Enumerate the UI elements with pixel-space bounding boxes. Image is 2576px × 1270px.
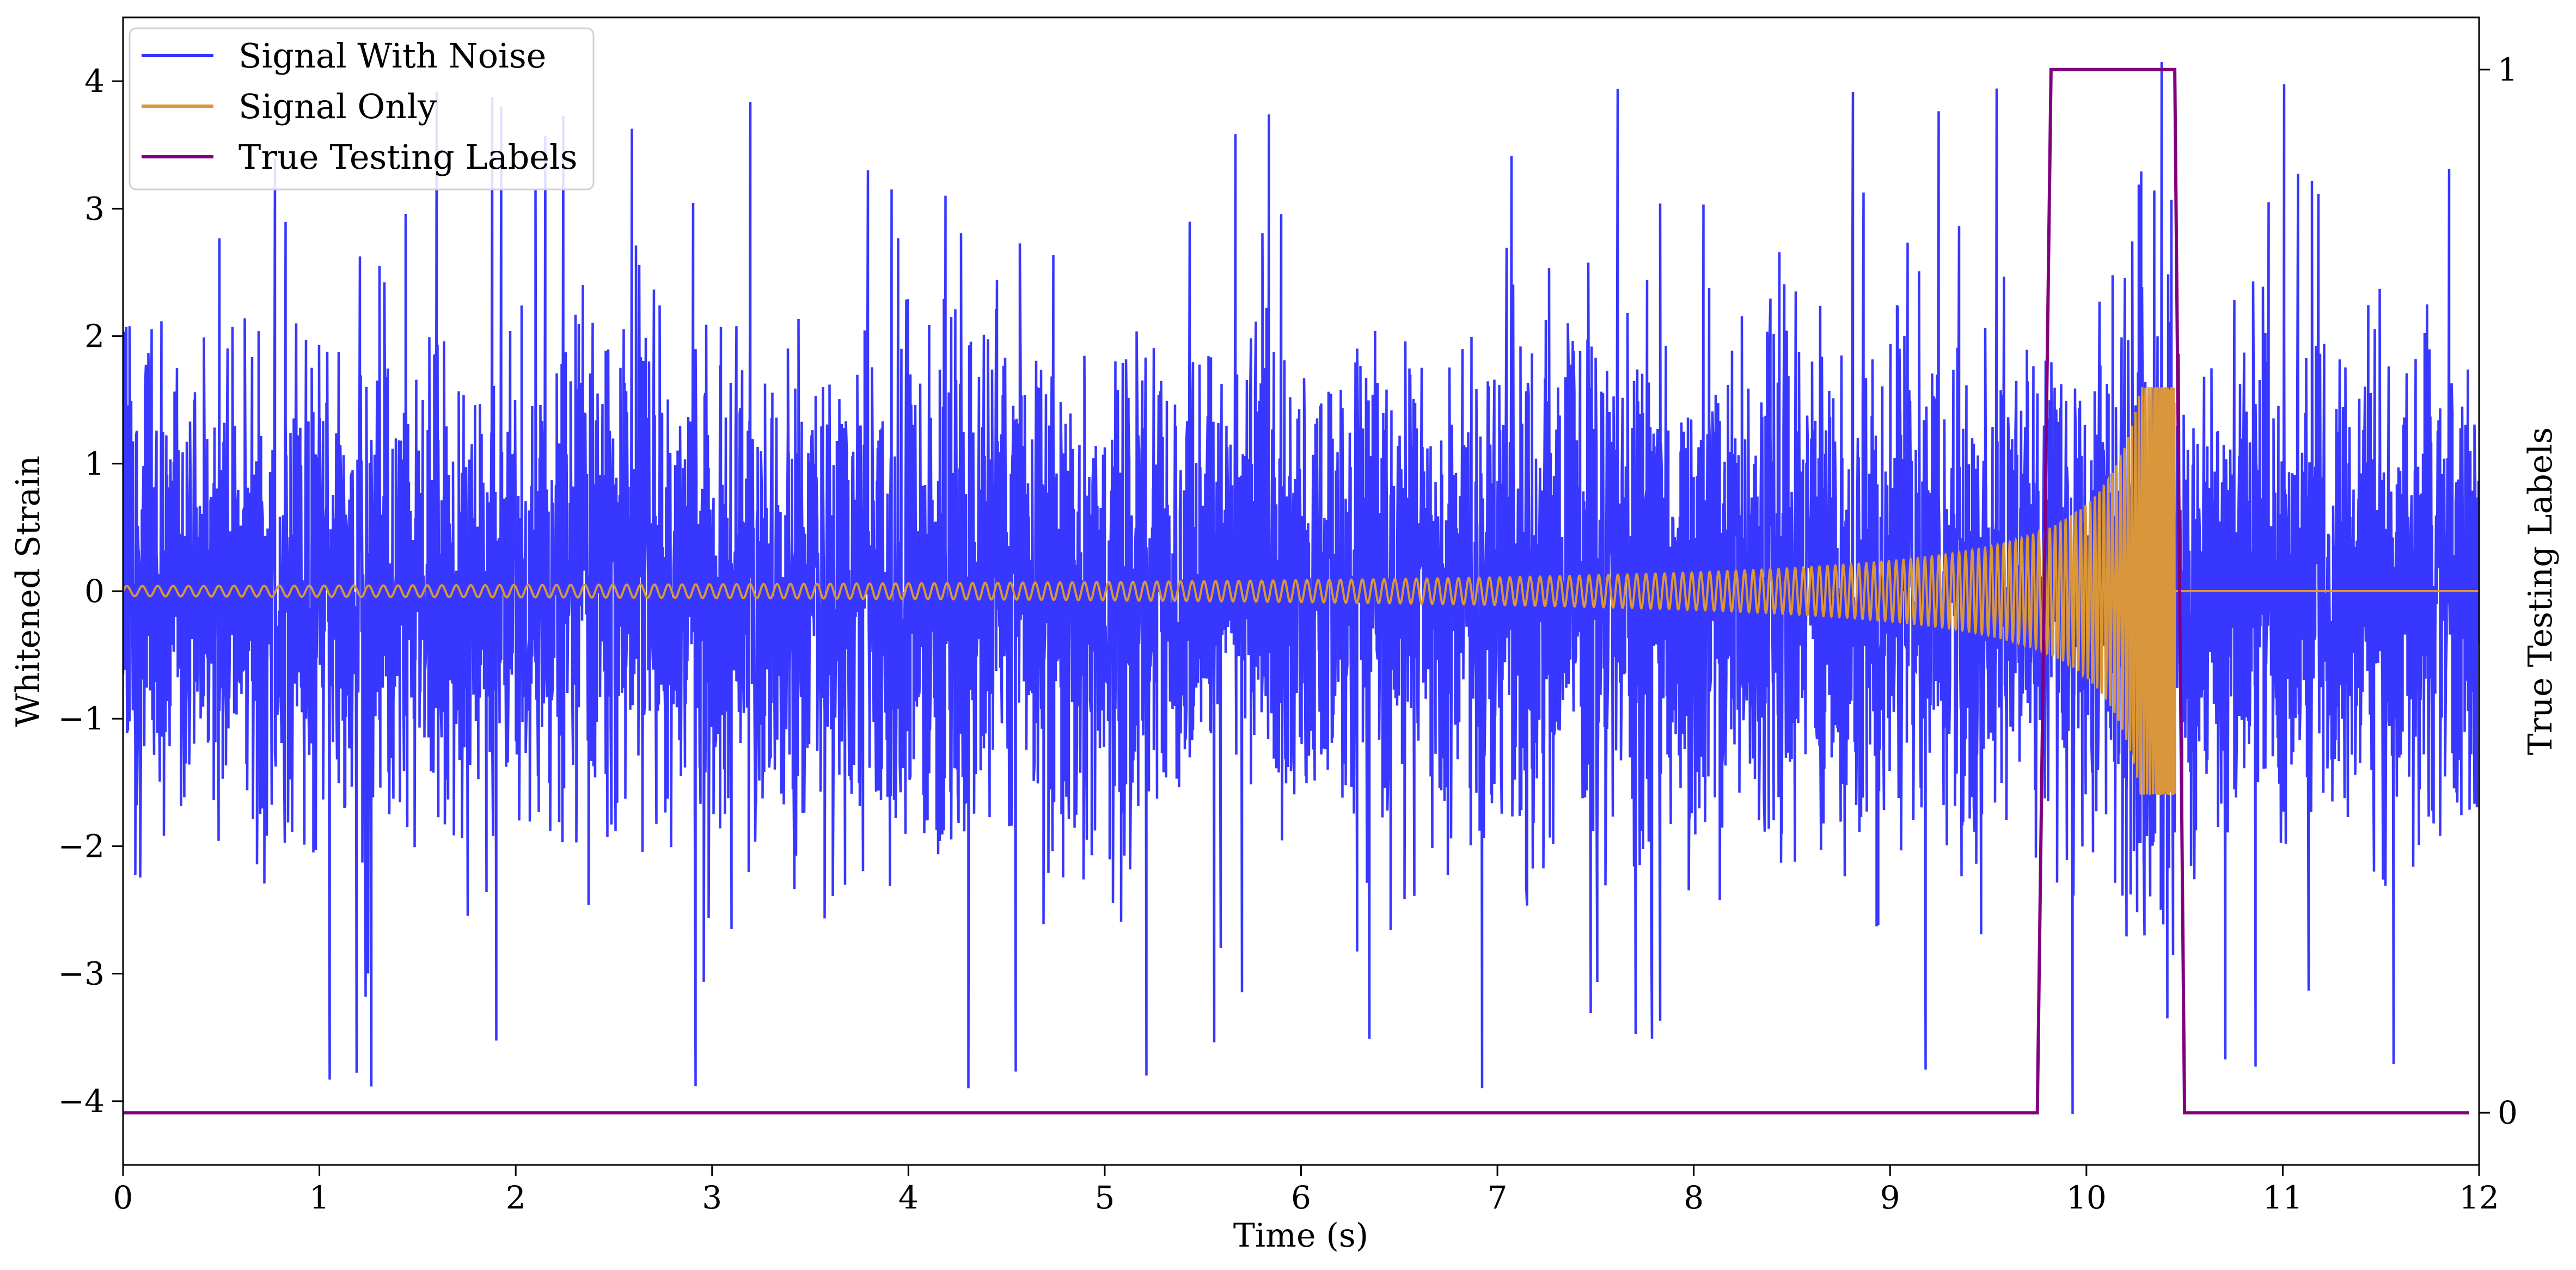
y-tick-label: 4	[84, 63, 105, 100]
y-tick-label: −1	[58, 700, 105, 737]
legend-label-signal-only: Signal Only	[238, 87, 437, 126]
x-tick-label: 5	[1094, 1179, 1115, 1216]
legend-box	[129, 27, 595, 191]
y-tick-label: −3	[58, 955, 105, 992]
legend: Signal With Noise Signal Only True Testi…	[129, 27, 595, 191]
y2-tick-label: 1	[2498, 51, 2518, 88]
y-axis-title: Whitened Strain	[9, 456, 47, 727]
y-tick-label: 1	[84, 445, 105, 482]
y-axis-right: 01	[2479, 51, 2518, 1131]
x-tick-label: 9	[1880, 1179, 1900, 1216]
y2-axis-title: True Testing Labels	[2522, 427, 2560, 756]
x-axis-title: Time (s)	[1233, 1217, 1368, 1255]
x-tick-label: 0	[113, 1179, 133, 1216]
y-tick-label: −4	[58, 1083, 105, 1120]
y-tick-label: 3	[84, 190, 105, 227]
legend-label-true-testing-labels: True Testing Labels	[238, 137, 578, 177]
y2-tick-label: 0	[2498, 1094, 2518, 1131]
x-tick-label: 3	[702, 1179, 722, 1216]
x-tick-label: 10	[2066, 1179, 2107, 1216]
legend-label-signal-with-noise: Signal With Noise	[238, 36, 546, 76]
x-tick-label: 4	[898, 1179, 919, 1216]
signal-only-line	[123, 387, 2479, 795]
x-tick-label: 8	[1684, 1179, 1704, 1216]
x-tick-label: 7	[1488, 1179, 1508, 1216]
x-tick-label: 6	[1291, 1179, 1311, 1216]
x-axis: 0 1 2 3 4 5 6 7 8 9 10 11 12	[113, 1165, 2499, 1216]
x-tick-label: 12	[2459, 1179, 2499, 1216]
y-axis-left: −4 −3 −2 −1 0 1 2 3 4	[58, 63, 123, 1120]
x-tick-label: 11	[2263, 1179, 2303, 1216]
true-testing-labels-line	[123, 68, 2469, 1115]
y-tick-label: −2	[58, 827, 105, 864]
plot-area	[123, 62, 2479, 1115]
y-tick-label: 2	[84, 318, 105, 355]
y-tick-label: 0	[84, 573, 105, 610]
x-tick-label: 1	[309, 1179, 329, 1216]
x-tick-label: 2	[506, 1179, 526, 1216]
